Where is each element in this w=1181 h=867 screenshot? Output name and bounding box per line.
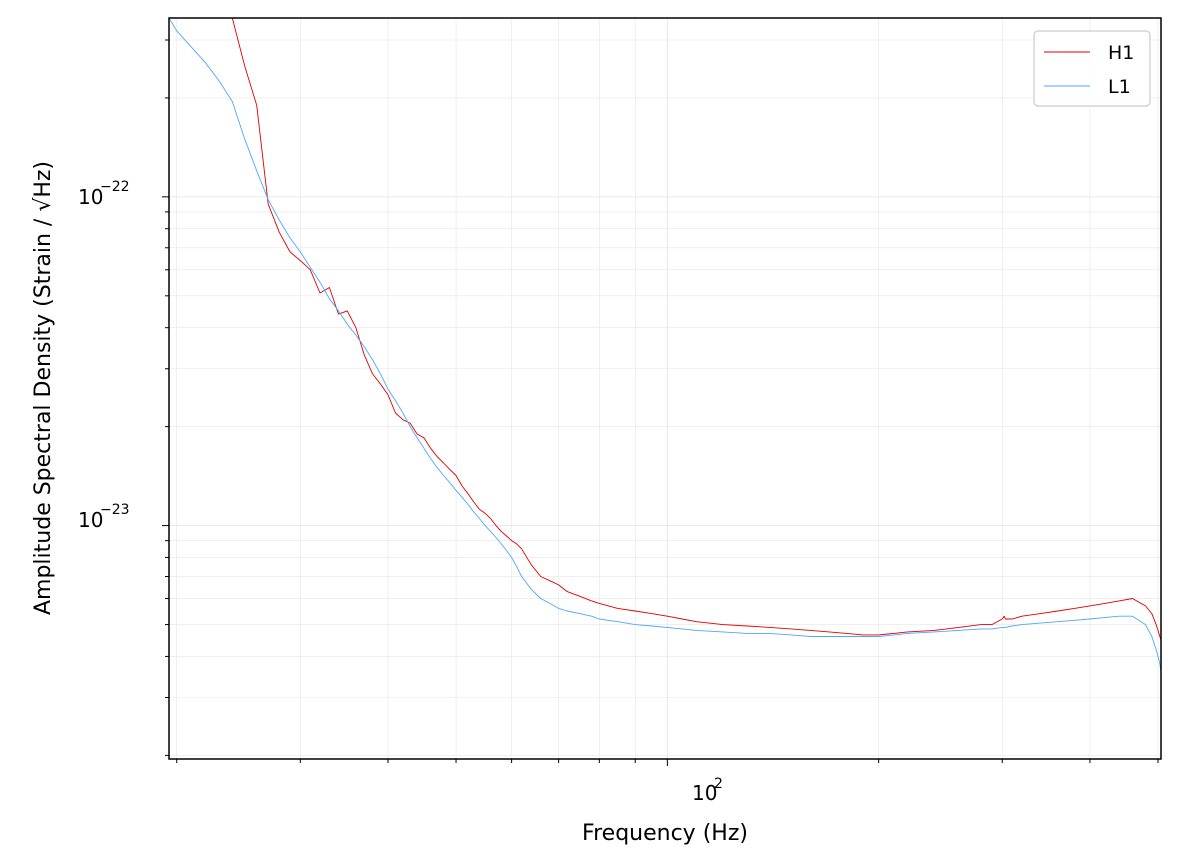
x-tick-label-100-exponent: 2 [714, 776, 723, 792]
y-tick-label-1e-22: 10 −22 [78, 179, 130, 209]
grid-lines [169, 18, 1161, 759]
legend: H1 L1 [1033, 30, 1151, 107]
series-line-h1 [169, 18, 1161, 640]
y-tick-label-1e-23-base: 10 [78, 508, 103, 532]
y-tick-label-1e-22-base: 10 [78, 185, 103, 209]
series-layer [169, 18, 1161, 672]
x-tick-label-100: 10 2 [692, 776, 723, 805]
y-tick-label-1e-22-exponent: −22 [100, 179, 130, 195]
legend-box [1033, 30, 1151, 107]
y-tick-label-1e-23-exponent: −23 [100, 502, 130, 518]
x-axis-title: Frequency (Hz) [582, 821, 748, 846]
plot-frame [168, 17, 1162, 760]
y-axis-title: Amplitude Spectral Density (Strain / √Hz… [31, 161, 56, 615]
legend-label-l1: L1 [1108, 76, 1131, 98]
series-line-l1 [169, 18, 1161, 672]
x-tick-label-100-base: 10 [692, 781, 717, 805]
legend-label-h1: H1 [1108, 42, 1134, 64]
y-tick-label-1e-23: 10 −23 [78, 502, 130, 532]
axis-ticks [162, 39, 1159, 766]
